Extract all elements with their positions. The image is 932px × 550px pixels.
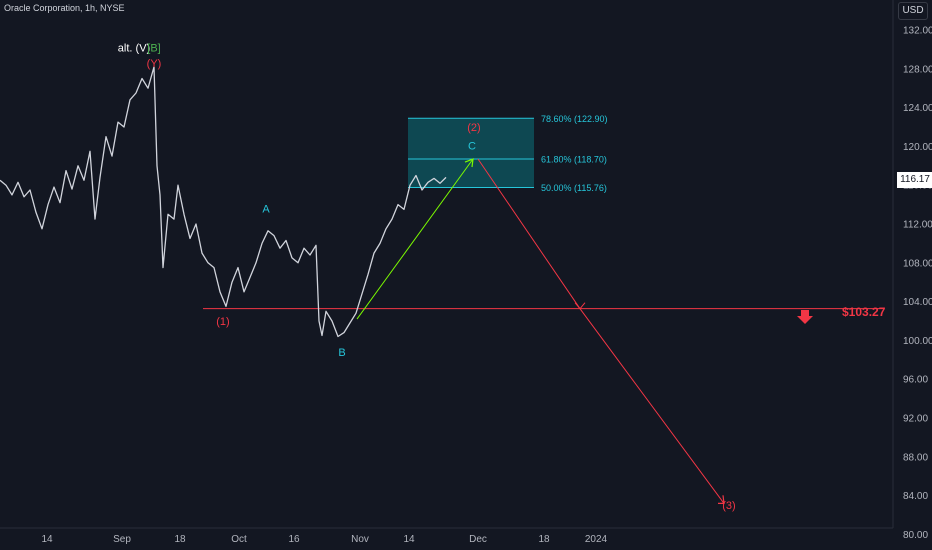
x-tick-label: 14 [403,534,415,545]
fib-retracement-zone[interactable]: 78.60% (122.90) 61.80% (118.70) 50.00% (11… [408,114,608,193]
arrowhead-icon [574,302,586,310]
last-price-tag: 116.17 [897,172,932,188]
arrowhead-icon [464,158,474,168]
target-price-label: $103.27 [842,305,886,319]
wave-label: C [468,140,476,152]
wave-label: (2) [467,122,480,134]
fib-zone-box [408,118,534,188]
wave-label: [B] [147,42,160,54]
y-tick-label: 132.00 [903,26,932,37]
fib-level-label: 50.00% (115.76) [541,183,607,193]
x-tick-label: Nov [351,534,369,545]
x-tick-label: 16 [288,534,300,545]
wave-label: B [338,347,345,359]
down-arrow-icon [797,310,813,324]
fib-level-label: 78.60% (122.90) [541,114,608,124]
x-tick-label: 18 [538,534,550,545]
y-tick-label: 124.00 [903,103,932,114]
y-axis: 132.00128.00124.00120.00116.00112.00108.… [892,0,932,541]
wave-labels: alt. (V)[B] (Y) A (1) B (2) C (3) [118,42,736,512]
wave-label: (Y) [147,58,162,70]
symbol-header[interactable]: Oracle Corporation, 1h, NYSE [4,3,125,13]
y-tick-label: 96.00 [903,375,928,386]
fib-level-label: 61.80% (118.70) [541,155,607,165]
wave-label: A [262,203,270,215]
price-series [0,66,447,338]
projection-arrows[interactable] [356,158,725,504]
y-tick-label: 120.00 [903,142,932,153]
y-tick-label: 92.00 [903,414,928,425]
x-tick-label: 18 [174,534,186,545]
wave-label: (1) [216,316,229,328]
price-line [0,66,447,338]
projection-down-line [477,158,725,504]
x-tick-label: Dec [469,534,487,545]
support-line[interactable] [203,308,884,324]
y-tick-label: 100.00 [903,336,932,347]
y-tick-label: 108.00 [903,258,932,269]
y-tick-label: 84.00 [903,491,928,502]
y-tick-label: 88.00 [903,452,928,463]
x-tick-label: Oct [231,534,247,545]
y-tick-label: 80.00 [903,530,928,541]
x-tick-label: 14 [41,534,53,545]
y-tick-label: 112.00 [903,220,932,231]
x-tick-label: Sep [113,534,131,545]
currency-button[interactable]: USD [898,2,928,20]
arrowhead-icon [718,495,725,504]
y-tick-label: 128.00 [903,64,932,75]
x-axis: 14 Sep 18 Oct 16 Nov 14 Dec 18 2024 [0,527,893,545]
x-tick-label: 2024 [585,534,608,545]
wave-label: alt. (V) [118,42,150,54]
projection-up-line [356,158,474,320]
wave-label: (3) [722,500,735,512]
y-tick-label: 104.00 [903,297,932,308]
